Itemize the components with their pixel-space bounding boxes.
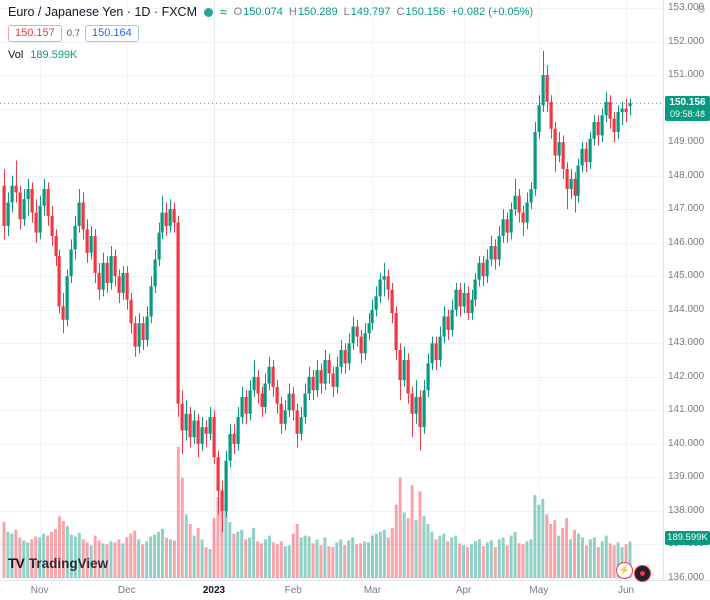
- price-tick: 141.000: [668, 404, 705, 416]
- time-axis[interactable]: Nov Dec 2023 Feb Mar Apr May Jun: [0, 580, 710, 600]
- price-tick: 138.000: [668, 504, 705, 516]
- price-tick: 136.000: [668, 572, 705, 583]
- tradingview-mark-icon: TV: [8, 555, 25, 571]
- volume-axis-badge: 189.599K: [665, 531, 710, 546]
- volume-label: Vol: [8, 49, 24, 61]
- symbol-title[interactable]: Euro / Japanese Yen · 1D · FXCM: [8, 5, 197, 19]
- price-tick: 148.000: [668, 169, 705, 181]
- volume-value: 189.599K: [30, 49, 78, 61]
- price-tick: 146.000: [668, 236, 705, 248]
- lightning-icon: ⚡: [618, 565, 631, 575]
- time-tick: Mar: [363, 585, 382, 596]
- ohlc-low: L149.797: [344, 6, 391, 18]
- price-tick: 143.000: [668, 337, 705, 349]
- legend-row-main: Euro / Japanese Yen · 1D · FXCM ≈ O150.0…: [8, 5, 533, 19]
- spread-value: 0.7: [66, 28, 80, 39]
- bar-countdown: 09:58:48: [669, 109, 706, 120]
- high-label: H: [288, 6, 297, 18]
- chart-pane[interactable]: [0, 0, 663, 580]
- ohlc-close: C150.156: [397, 6, 446, 18]
- price-tick: 140.000: [668, 437, 705, 449]
- time-tick: Dec: [117, 585, 136, 596]
- change-value: +0.082 (+0.05%): [451, 6, 534, 18]
- time-tick: 2023: [202, 585, 226, 596]
- chart-legend: Euro / Japanese Yen · 1D · FXCM ≈ O150.0…: [8, 5, 533, 61]
- record-dot-icon: [640, 571, 645, 576]
- price-tick: 152.000: [668, 35, 705, 47]
- ohlc-high: H150.289: [289, 6, 338, 18]
- price-tick: 147.000: [668, 203, 705, 215]
- price-tick: 145.000: [668, 270, 705, 282]
- price-tick: 142.000: [668, 370, 705, 382]
- price-tick: 149.000: [668, 136, 705, 148]
- gear-icon[interactable]: ⚙: [696, 4, 706, 16]
- open-value: 150.074: [243, 6, 283, 18]
- close-value: 150.156: [405, 6, 446, 18]
- time-tick: May: [529, 585, 549, 596]
- price-tick: 153.000: [668, 2, 705, 13]
- time-tick: Nov: [30, 585, 49, 596]
- market-status-dot-icon[interactable]: [203, 7, 213, 17]
- data-mode-icon[interactable]: ≈: [219, 5, 227, 19]
- price-tick: 144.000: [668, 303, 705, 315]
- time-tick: Apr: [455, 585, 472, 596]
- ohlc-open: O150.074: [234, 6, 283, 18]
- quote-row: 150.157 0.7 150.164: [8, 25, 533, 42]
- ohlc-values: O150.074 H150.289 L149.797 C150.156 +0.0…: [234, 6, 534, 18]
- last-price-value: 150.156: [669, 97, 706, 109]
- buy-button[interactable]: 150.164: [84, 25, 139, 42]
- last-price-badge: 150.156 09:58:48: [665, 96, 710, 122]
- close-label: C: [396, 6, 405, 18]
- record-button[interactable]: [634, 565, 651, 582]
- open-label: O: [233, 6, 243, 18]
- price-axis[interactable]: ⚙ 150.156 09:58:48 189.599K 153.000 152.0…: [663, 0, 710, 583]
- price-tick: 151.000: [668, 69, 705, 81]
- low-value: 149.797: [350, 6, 391, 18]
- lightning-button[interactable]: ⚡: [616, 562, 633, 579]
- time-tick: Jun: [617, 585, 635, 596]
- price-tick: 139.000: [668, 471, 705, 483]
- low-label: L: [343, 6, 350, 18]
- candlestick-chart[interactable]: [0, 0, 663, 580]
- tradingview-logo[interactable]: TV TradingView: [8, 555, 108, 571]
- sell-button[interactable]: 150.157: [8, 25, 62, 42]
- volume-legend-row: Vol 189.599K: [8, 49, 533, 61]
- tradingview-logo-text: TradingView: [28, 555, 109, 571]
- time-tick: Feb: [284, 585, 302, 596]
- high-value: 150.289: [297, 6, 338, 18]
